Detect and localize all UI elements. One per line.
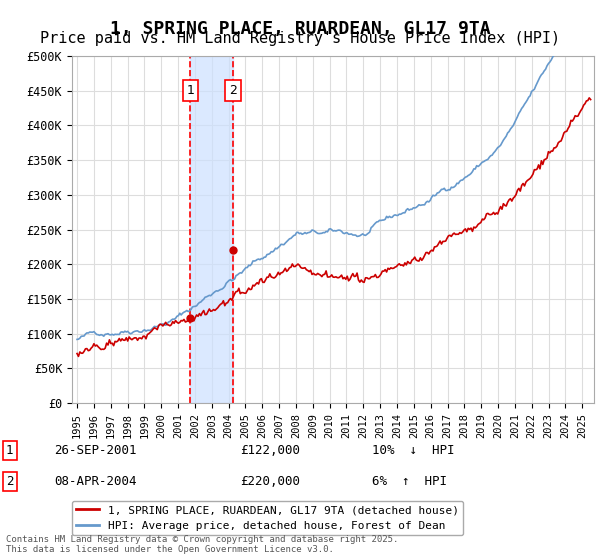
Text: 26-SEP-2001: 26-SEP-2001: [54, 444, 137, 458]
Text: 08-APR-2004: 08-APR-2004: [54, 475, 137, 488]
Text: Price paid vs. HM Land Registry's House Price Index (HPI): Price paid vs. HM Land Registry's House …: [40, 31, 560, 46]
Text: 10%  ↓  HPI: 10% ↓ HPI: [372, 444, 455, 458]
Text: 1, SPRING PLACE, RUARDEAN, GL17 9TA: 1, SPRING PLACE, RUARDEAN, GL17 9TA: [110, 20, 490, 38]
Legend: 1, SPRING PLACE, RUARDEAN, GL17 9TA (detached house), HPI: Average price, detach: 1, SPRING PLACE, RUARDEAN, GL17 9TA (det…: [72, 501, 463, 535]
Text: 2: 2: [6, 475, 14, 488]
Text: Contains HM Land Registry data © Crown copyright and database right 2025.
This d: Contains HM Land Registry data © Crown c…: [6, 535, 398, 554]
Text: £122,000: £122,000: [240, 444, 300, 458]
Text: 1: 1: [187, 84, 194, 97]
Text: 6%  ↑  HPI: 6% ↑ HPI: [372, 475, 447, 488]
Text: 1: 1: [6, 444, 14, 458]
Text: 2: 2: [229, 84, 237, 97]
Text: £220,000: £220,000: [240, 475, 300, 488]
Bar: [190, 56, 233, 403]
